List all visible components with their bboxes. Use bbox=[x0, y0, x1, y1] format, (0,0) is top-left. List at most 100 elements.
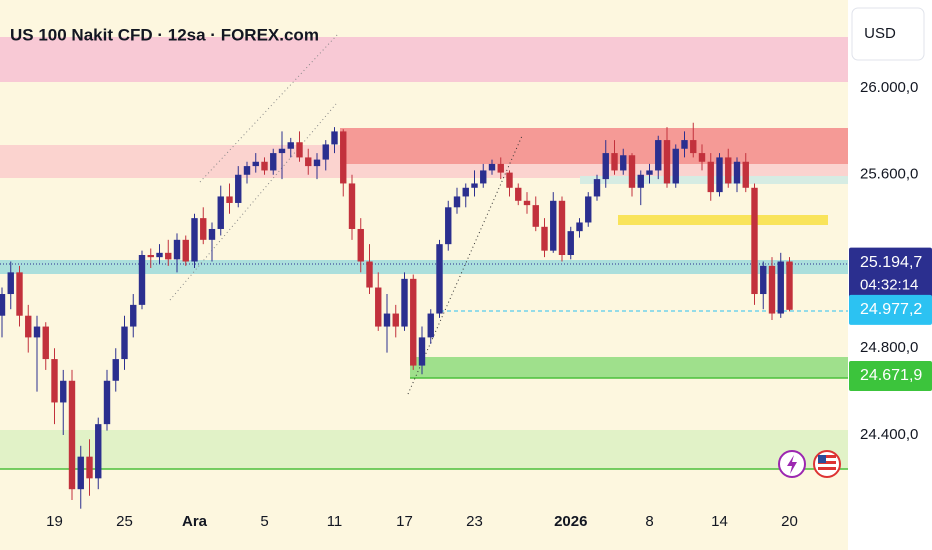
candle-body bbox=[550, 200, 557, 251]
y-tick-label: 25.600,0 bbox=[860, 166, 918, 183]
price-label-box bbox=[849, 247, 932, 300]
candle-body bbox=[690, 140, 697, 154]
x-tick-label: 17 bbox=[396, 513, 413, 530]
x-tick-label: 19 bbox=[46, 513, 63, 530]
candle-body bbox=[42, 326, 49, 360]
candle-body bbox=[646, 170, 653, 175]
zone bbox=[618, 215, 828, 225]
candle-body bbox=[681, 140, 688, 149]
candle-body bbox=[751, 187, 758, 295]
price-label-box bbox=[849, 294, 932, 325]
candle-body bbox=[436, 244, 443, 314]
candle-body bbox=[296, 142, 303, 158]
candle-body bbox=[77, 456, 84, 490]
candle-body bbox=[60, 380, 67, 403]
candle-body bbox=[156, 252, 163, 258]
y-tick-label: 24.800,0 bbox=[860, 339, 918, 356]
candle-body bbox=[453, 196, 461, 208]
zone bbox=[0, 430, 848, 469]
zone bbox=[340, 128, 848, 164]
candle-body bbox=[637, 174, 644, 188]
icon bbox=[818, 455, 836, 458]
candle-body bbox=[138, 255, 146, 305]
candle-body bbox=[51, 359, 58, 403]
x-tick-label: 5 bbox=[260, 513, 268, 530]
zone bbox=[0, 260, 848, 274]
candle-body bbox=[593, 179, 601, 197]
candle-body bbox=[471, 183, 478, 188]
candle-body bbox=[707, 161, 714, 193]
candle-body bbox=[541, 226, 548, 251]
candle-body bbox=[147, 255, 154, 258]
candle-body bbox=[226, 196, 233, 203]
x-tick-label: 14 bbox=[711, 513, 728, 530]
currency-box bbox=[851, 7, 925, 61]
x-tick-label: 8 bbox=[645, 513, 653, 530]
candle-body bbox=[585, 196, 592, 223]
candle-body bbox=[462, 187, 469, 197]
candle-body bbox=[86, 456, 93, 479]
candle-body bbox=[68, 380, 76, 490]
candle-body bbox=[620, 155, 627, 171]
icon bbox=[787, 455, 797, 474]
candle-body bbox=[243, 166, 251, 175]
candle-body bbox=[16, 272, 23, 316]
price-label: 24.671,9 bbox=[860, 367, 922, 384]
candle-body bbox=[165, 252, 172, 260]
candle-body bbox=[410, 278, 417, 366]
candle-body bbox=[200, 218, 207, 240]
candle-body bbox=[716, 157, 723, 193]
candle-body bbox=[628, 155, 636, 188]
candle-body bbox=[392, 313, 399, 327]
candle-body bbox=[95, 424, 102, 479]
candle-body bbox=[103, 380, 111, 425]
candle-body bbox=[305, 157, 312, 167]
candle-body bbox=[278, 148, 286, 154]
candle-body bbox=[366, 261, 373, 288]
trend-line bbox=[199, 33, 339, 183]
candle-body bbox=[725, 157, 732, 184]
candle-body bbox=[733, 161, 741, 184]
candle-body bbox=[348, 183, 356, 229]
candle-body bbox=[567, 231, 574, 255]
x-tick-label: Ara bbox=[182, 513, 208, 530]
candle-body bbox=[182, 239, 189, 262]
candle-body bbox=[0, 294, 6, 316]
icon bbox=[818, 455, 826, 463]
zone bbox=[580, 176, 848, 184]
chart-title: US 100 Nakit CFD · 12sa · FOREX.com bbox=[10, 25, 319, 44]
icon bbox=[818, 467, 836, 470]
candle-body bbox=[672, 148, 679, 184]
candle-body bbox=[480, 170, 487, 184]
countdown: 04:32:14 bbox=[860, 277, 918, 294]
candle-body bbox=[488, 163, 496, 171]
candle-body bbox=[191, 218, 198, 262]
candle-body bbox=[217, 196, 224, 229]
candle-body bbox=[331, 131, 338, 145]
x-tick-label: 2026 bbox=[554, 513, 587, 530]
candle-body bbox=[418, 337, 426, 366]
candle-body bbox=[532, 205, 539, 227]
candle-body bbox=[777, 261, 784, 314]
candle-body bbox=[515, 187, 522, 201]
candle-body bbox=[357, 228, 364, 262]
zone bbox=[0, 37, 848, 82]
candle-body bbox=[235, 174, 242, 203]
candle-body bbox=[506, 172, 513, 188]
candle-body bbox=[270, 153, 277, 171]
candle-body bbox=[7, 272, 14, 295]
candle-body bbox=[112, 359, 119, 381]
candle-body bbox=[25, 315, 32, 338]
candle-body bbox=[121, 326, 128, 360]
candle-body bbox=[576, 222, 583, 232]
candle-body bbox=[768, 265, 776, 314]
candle-body bbox=[383, 313, 391, 327]
candle-body bbox=[33, 326, 41, 338]
x-tick-label: 23 bbox=[466, 513, 483, 530]
candle-body bbox=[208, 228, 216, 240]
x-tick-label: 25 bbox=[116, 513, 133, 530]
price-label-box bbox=[849, 361, 932, 392]
candle-body bbox=[663, 140, 671, 184]
